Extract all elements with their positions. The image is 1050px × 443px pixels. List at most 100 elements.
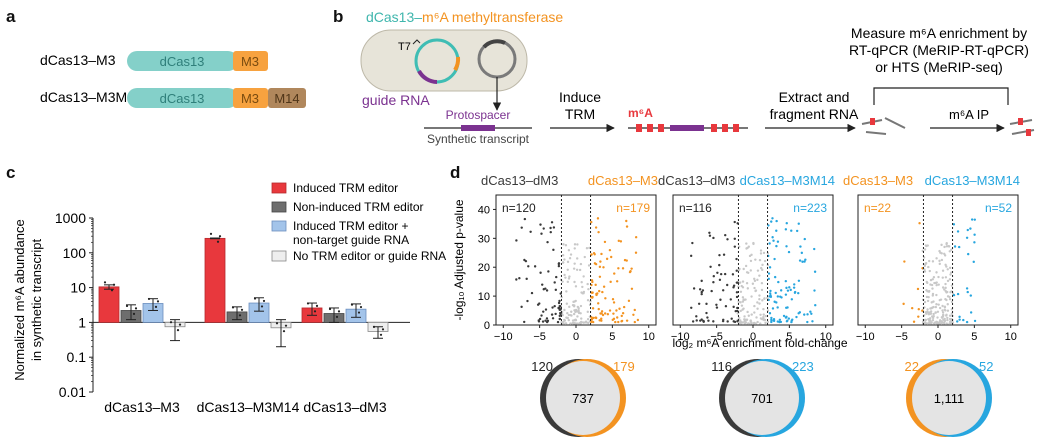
volcano-point-right [597, 307, 600, 311]
volcano-point-ns [749, 259, 753, 263]
bar-category-label: dCas13–dM3 [303, 399, 386, 415]
volcano-point-ns [759, 266, 763, 270]
volcano-point-right [775, 219, 778, 223]
volcano-point-right [591, 296, 594, 299]
volcano-point-right [605, 257, 609, 261]
volcano-point-ns [753, 304, 756, 308]
volcano-point-ns [929, 310, 933, 313]
volcano-point-right [790, 319, 793, 322]
volcano-point-ns [936, 316, 939, 319]
volcano-point-right [775, 229, 778, 232]
volcano-point-right [962, 318, 965, 322]
volcano-point-ns [762, 307, 765, 311]
bar-replicate-dot [357, 311, 361, 314]
bar-replicate-dot [178, 323, 182, 326]
volcano-point-left [558, 317, 562, 321]
volcano-point-ns [941, 286, 945, 289]
volcano-point-ns [580, 320, 583, 324]
volcano-point-ns [561, 280, 564, 283]
volcano-point-ns [574, 318, 577, 321]
volcano-point-left [545, 317, 549, 320]
volcano-point-right [590, 279, 594, 282]
volcano-point-left [550, 221, 554, 224]
volcano-point-ns [932, 276, 936, 279]
volcano-point-left [558, 304, 561, 308]
volcano-point-right [786, 289, 790, 292]
protospacer-label: Protospacer [446, 108, 511, 122]
volcano-point-left [705, 311, 708, 315]
volcano-point-right [773, 300, 776, 303]
panel-d-label: d [450, 163, 460, 182]
volcano-point-ns [739, 320, 743, 324]
volcano-point-left [539, 223, 542, 226]
volcano-x-tick-label: 10 [820, 331, 832, 343]
volcano-point-ns [944, 282, 947, 286]
volcano-point-left [556, 320, 560, 324]
volcano-point-ns [762, 313, 765, 316]
panel-b-label: b [333, 7, 343, 26]
volcano-point-right [770, 318, 773, 321]
volcano-point-ns [566, 311, 569, 315]
volcano-point-ns [582, 275, 585, 278]
volcano-point-ns [584, 320, 588, 323]
volcano-point-ns [761, 263, 764, 267]
volcano-point-ns [764, 321, 767, 325]
volcano-point-right [804, 258, 807, 261]
volcano-point-right [952, 223, 956, 226]
volcano-point-ns [762, 251, 766, 255]
volcano-point-right [973, 241, 976, 244]
volcano-point-left [698, 288, 702, 291]
volcano-point-left [731, 273, 735, 276]
legend-swatch [271, 220, 287, 232]
volcano-point-ns [566, 260, 570, 264]
volcano-point-ns [762, 317, 765, 320]
volcano-point-left [733, 237, 736, 240]
volcano-point-ns [563, 319, 567, 322]
volcano-point-left [552, 226, 556, 229]
volcano-point-right [798, 311, 802, 314]
dcas13-domain-m3m14 [127, 88, 238, 108]
volcano-point-ns [740, 304, 744, 307]
volcano-point-left [542, 227, 545, 230]
volcano-right-title: dCas13–M3M14 [740, 173, 835, 188]
volcano-point-ns [935, 257, 938, 260]
volcano-point-left [551, 306, 554, 309]
volcano-point-ns [933, 281, 936, 285]
volcano-point-left [902, 302, 905, 306]
volcano-point-right [776, 295, 780, 298]
volcano-point-left [545, 289, 549, 292]
volcano-point-right [965, 236, 969, 239]
volcano-point-left [518, 277, 521, 280]
volcano-point-ns [943, 245, 946, 249]
volcano-point-ns [946, 295, 950, 298]
volcano-point-ns [935, 281, 938, 284]
volcano-point-ns [573, 280, 576, 284]
volcano-point-ns [932, 322, 935, 325]
venn-right-count: 52 [979, 359, 993, 374]
volcano-point-ns [946, 303, 949, 306]
volcano-point-ns [943, 305, 947, 308]
bar-replicate-dot [350, 303, 354, 306]
volcano-x-tick-label: 10 [1005, 331, 1017, 343]
volcano-point-right [615, 280, 619, 283]
volcano-point-ns [758, 294, 761, 297]
volcano-point-left [533, 265, 537, 268]
volcano-point-ns [935, 303, 938, 306]
volcano-point-left [700, 292, 703, 296]
volcano-point-right [769, 294, 772, 297]
t7-arrow-icon [412, 39, 421, 45]
volcano-point-left [549, 230, 552, 234]
volcano-point-right [777, 280, 780, 284]
volcano-point-ns [950, 300, 954, 304]
volcano-point-right [771, 307, 775, 310]
volcano-point-ns [574, 285, 578, 288]
volcano-point-ns [950, 248, 953, 251]
volcano-point-ns [741, 296, 745, 299]
volcano-point-ns [942, 321, 946, 324]
volcano-point-ns [940, 320, 943, 323]
volcano-point-right [612, 312, 615, 315]
volcano-point-right [778, 320, 781, 324]
volcano-point-ns [924, 318, 927, 322]
volcano-point-ns [569, 322, 573, 325]
volcano-point-right [790, 298, 794, 301]
